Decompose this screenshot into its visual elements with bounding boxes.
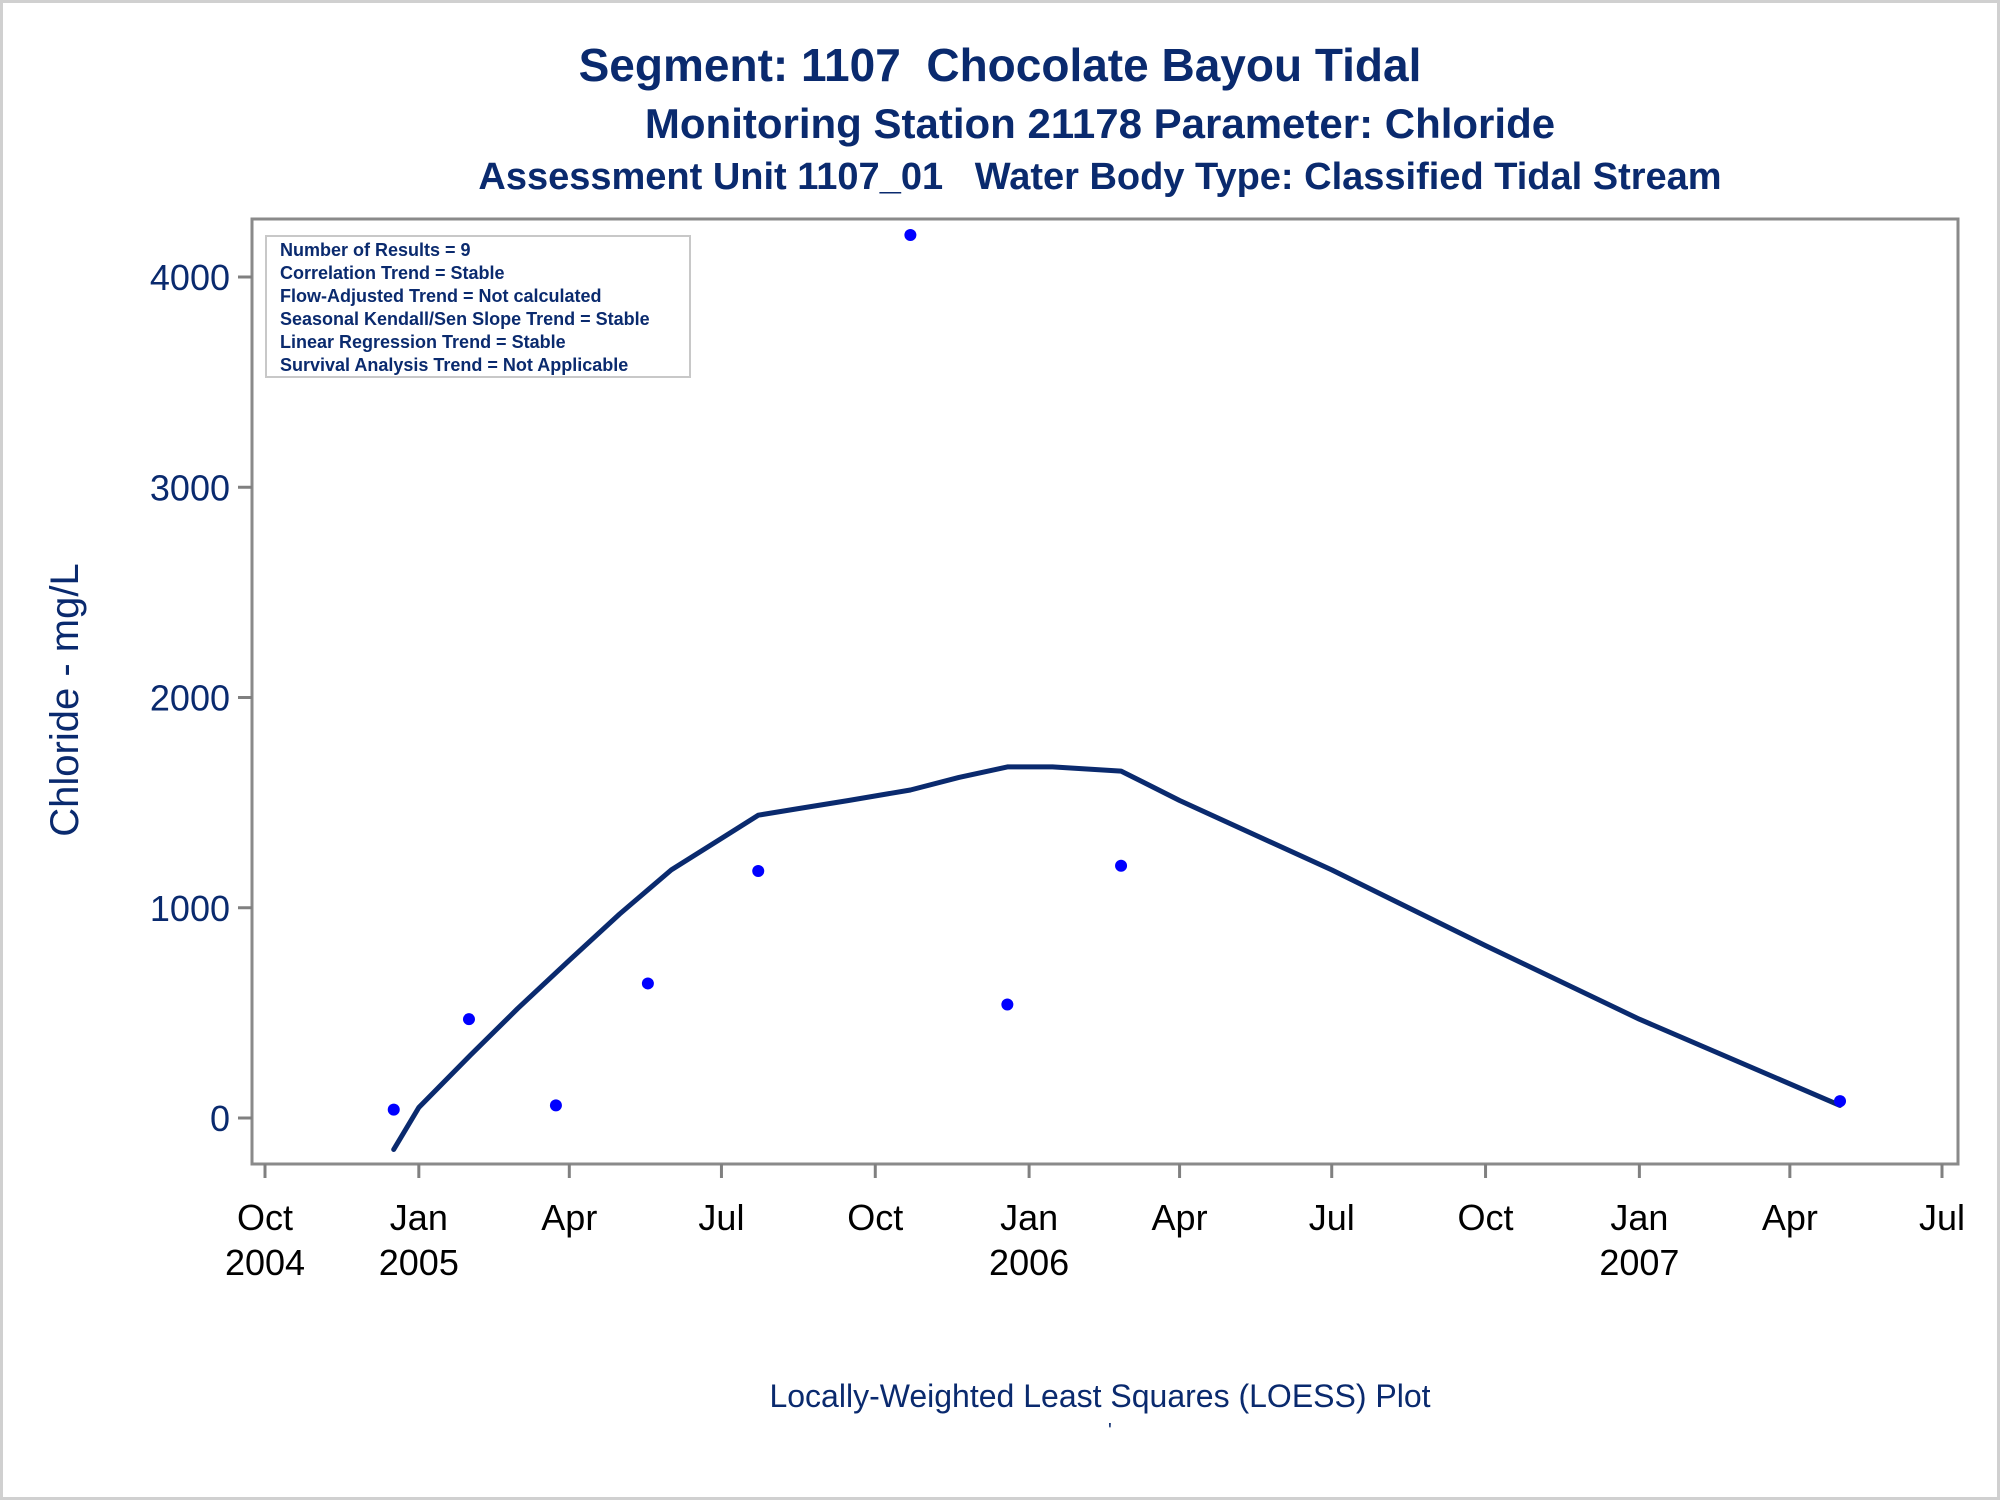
loess-line-group: [391, 764, 1843, 1152]
plot-area: [250, 217, 1960, 1166]
data-points-group: [387, 228, 1847, 1116]
data-point: [462, 1013, 475, 1026]
y-axis: 0 1000 2000 3000 4000: [150, 257, 252, 1139]
x-tick-label: Jan: [1610, 1197, 1668, 1238]
data-point: [549, 1099, 562, 1112]
x-tick-label: Jan: [390, 1197, 448, 1238]
data-point: [1115, 859, 1128, 872]
stats-box-line: Flow-Adjusted Trend = Not calculated: [280, 286, 602, 306]
stats-box-line: Correlation Trend = Stable: [280, 263, 505, 283]
x-tick-label: Jul: [698, 1197, 744, 1238]
x-tick-label: Apr: [1762, 1197, 1818, 1238]
data-point: [1001, 998, 1014, 1011]
stats-box-line: Survival Analysis Trend = Not Applicable: [280, 355, 628, 375]
stats-box-line: Number of Results = 9: [280, 240, 471, 260]
x-tick-year-label: 2005: [379, 1242, 459, 1283]
x-tick-label: Jan: [1000, 1197, 1058, 1238]
chart-title: Segment: 1107 Chocolate Bayou Tidal: [578, 39, 1422, 91]
loess-line: [391, 764, 1843, 1152]
x-tick-label: Apr: [1152, 1197, 1208, 1238]
x-tick-label: Oct: [847, 1197, 903, 1238]
y-tick-label: 1000: [150, 888, 230, 929]
x-tick-label: Jul: [1309, 1197, 1355, 1238]
x-tick-year-label: 2007: [1599, 1242, 1679, 1283]
data-point: [641, 977, 654, 990]
x-tick-year-label: 2004: [225, 1242, 305, 1283]
stats-box-border: [265, 235, 691, 378]
data-point: [1834, 1095, 1847, 1108]
y-tick-label: 3000: [150, 467, 230, 508]
y-axis-label: Chloride - mg/L: [43, 563, 87, 836]
y-tick-label: 4000: [150, 257, 230, 298]
data-point: [752, 864, 765, 877]
x-tick-label: Apr: [541, 1197, 597, 1238]
x-tick-label: Oct: [1458, 1197, 1514, 1238]
stats-box-line: Seasonal Kendall/Sen Slope Trend = Stabl…: [280, 309, 650, 329]
stats-box: Number of Results = 9 Correlation Trend =…: [265, 235, 691, 378]
footnote-mark: ': [1108, 1420, 1112, 1442]
plot-footnote: Locally-Weighted Least Squares (LOESS) P…: [769, 1378, 1431, 1414]
x-tick-label: Jul: [1919, 1197, 1965, 1238]
y-tick-label: 2000: [150, 678, 230, 719]
x-tick-label: Oct: [237, 1197, 293, 1238]
y-tick-label: 0: [210, 1098, 230, 1139]
stats-box-line: Linear Regression Trend = Stable: [280, 332, 566, 352]
x-tick-year-label: 2006: [989, 1242, 1069, 1283]
chart-subtitle: Monitoring Station 21178 Parameter: Chlo…: [644, 100, 1556, 147]
data-point: [387, 1103, 400, 1116]
data-point: [904, 228, 917, 241]
chart-subtitle-secondary: Assessment Unit 1107_01 Water Body Type:…: [478, 156, 1722, 198]
